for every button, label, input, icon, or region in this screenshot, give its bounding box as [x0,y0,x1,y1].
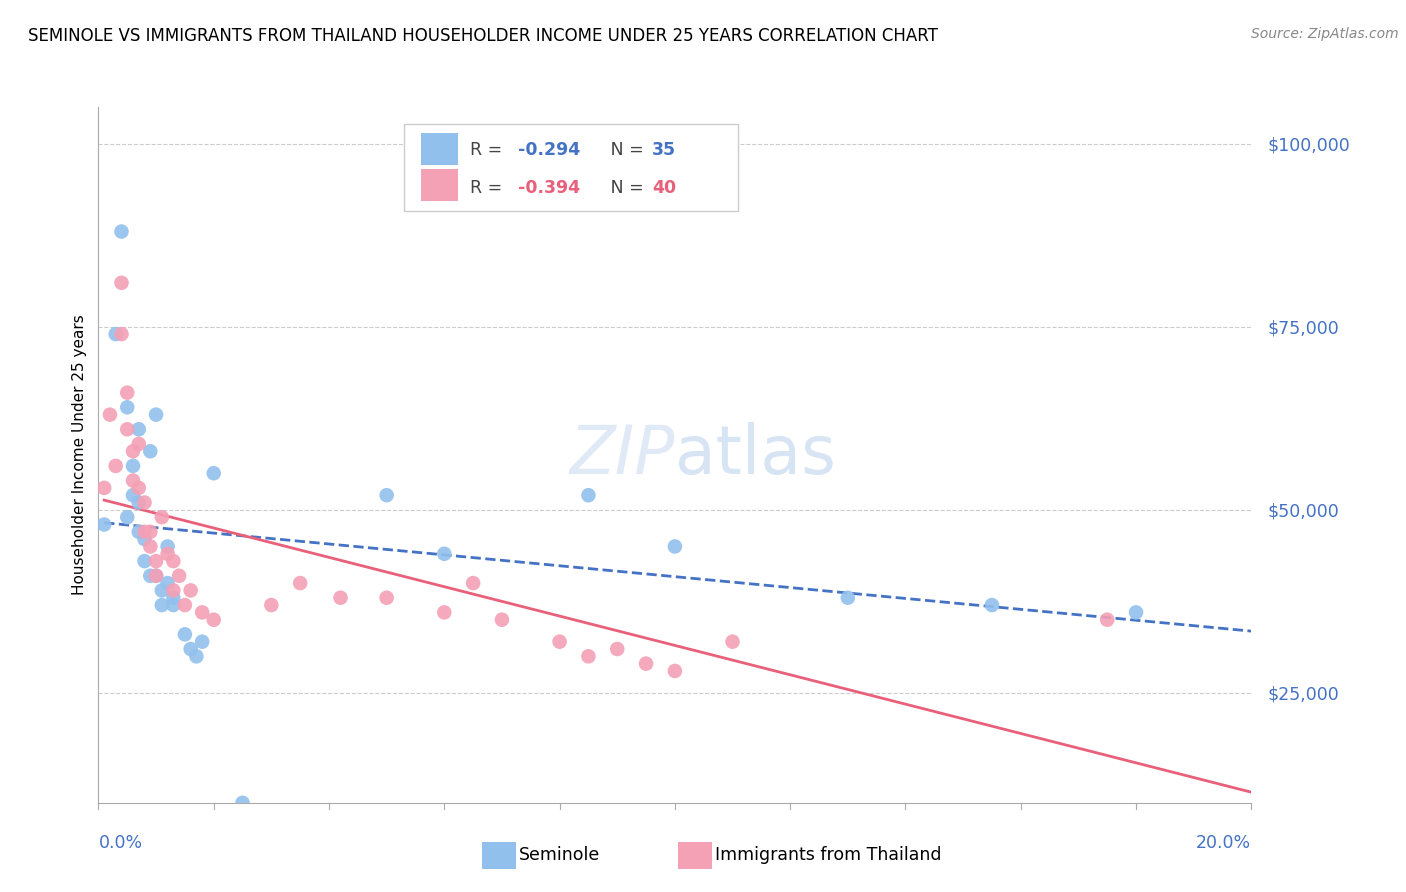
Text: Source: ZipAtlas.com: Source: ZipAtlas.com [1251,27,1399,41]
Point [180,583,202,598]
FancyBboxPatch shape [422,133,458,165]
Point [578,488,600,502]
Point [375,591,398,605]
Point [260,598,283,612]
Text: 20.0%: 20.0% [1197,834,1251,852]
Point [128,422,150,436]
Point [104,458,127,473]
Point [104,327,127,342]
Point [162,583,184,598]
Point [664,664,686,678]
Point [110,276,132,290]
Point [145,568,167,582]
FancyBboxPatch shape [482,842,516,869]
Point [93,481,115,495]
Point [110,225,132,239]
FancyBboxPatch shape [678,842,711,869]
Point [578,649,600,664]
Point [1125,606,1147,620]
Point [461,576,484,591]
Text: 0.0%: 0.0% [98,834,142,852]
Point [837,591,859,605]
Point [122,488,145,502]
Point [180,642,202,657]
Point [110,327,132,342]
Point [202,467,225,481]
Text: -0.394: -0.394 [517,179,581,197]
Point [329,591,352,605]
Point [128,495,150,509]
Point [375,488,398,502]
Point [162,591,184,605]
Point [162,554,184,568]
Point [174,598,197,612]
Point [145,568,167,582]
Point [117,510,138,524]
Point [145,554,167,568]
Text: Seminole: Seminole [519,846,600,864]
Point [606,642,628,657]
Text: atlas: atlas [675,422,835,488]
Point [93,517,115,532]
Point [548,634,571,648]
Point [134,524,156,539]
Point [117,385,138,400]
Point [202,613,225,627]
Point [150,583,173,598]
Point [139,444,162,458]
Point [134,495,156,509]
Point [156,576,179,591]
Point [145,408,167,422]
Point [134,554,156,568]
Point [1097,613,1119,627]
Y-axis label: Householder Income Under 25 years: Householder Income Under 25 years [72,315,87,595]
Point [191,606,214,620]
Text: 40: 40 [652,179,676,197]
Point [433,547,456,561]
Point [174,627,197,641]
Point [231,796,254,810]
Text: R =: R = [470,141,508,159]
Point [981,598,1004,612]
Point [191,634,214,648]
Point [122,444,145,458]
Text: SEMINOLE VS IMMIGRANTS FROM THAILAND HOUSEHOLDER INCOME UNDER 25 YEARS CORRELATI: SEMINOLE VS IMMIGRANTS FROM THAILAND HOU… [28,27,938,45]
Point [122,458,145,473]
Point [491,613,513,627]
Text: N =: N = [595,141,650,159]
FancyBboxPatch shape [404,124,738,211]
Point [721,634,744,648]
Point [167,568,190,582]
Point [139,568,162,582]
Point [117,401,138,415]
Point [139,540,162,554]
Text: ZIP: ZIP [569,422,675,488]
Point [122,474,145,488]
Point [117,422,138,436]
Text: -0.294: -0.294 [517,141,581,159]
Point [156,540,179,554]
FancyBboxPatch shape [422,169,458,201]
Point [98,408,121,422]
Text: Immigrants from Thailand: Immigrants from Thailand [716,846,942,864]
Point [664,540,686,554]
Point [156,547,179,561]
Point [134,532,156,546]
Point [290,576,312,591]
Point [128,481,150,495]
Point [150,510,173,524]
Point [186,649,208,664]
Point [636,657,658,671]
Point [162,598,184,612]
Text: N =: N = [595,179,650,197]
Text: R =: R = [470,179,508,197]
Point [128,524,150,539]
Text: 35: 35 [652,141,676,159]
Point [150,598,173,612]
Point [139,524,162,539]
Point [433,606,456,620]
Point [128,437,150,451]
